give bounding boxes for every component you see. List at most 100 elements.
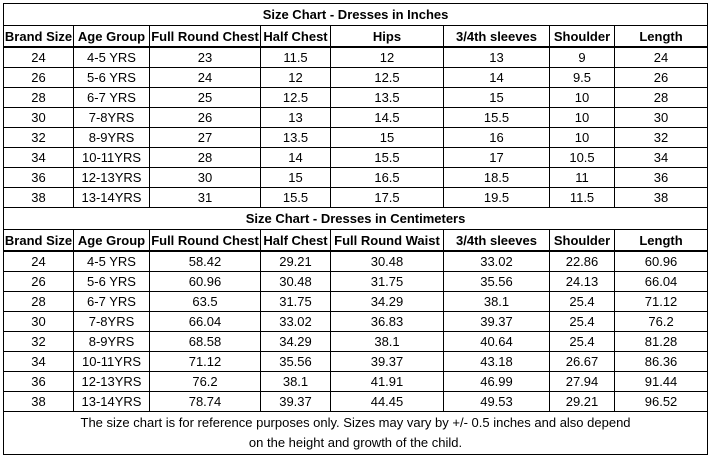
cell: 49.53 bbox=[443, 391, 550, 412]
cell: 28 bbox=[3, 87, 74, 108]
data-row: 34 10-11YRS 28 14 15.5 17 10.5 34 bbox=[3, 147, 709, 168]
cell: 34 bbox=[3, 351, 74, 372]
cell: 35.56 bbox=[443, 271, 550, 292]
cell: 24.13 bbox=[549, 271, 615, 292]
column-header: Full Round Chest bbox=[149, 229, 261, 252]
cell: 13-14YRS bbox=[73, 187, 150, 208]
data-row: 26 5-6 YRS 60.96 30.48 31.75 35.56 24.13 66.04 bbox=[3, 271, 709, 292]
cell: 40.64 bbox=[443, 331, 550, 352]
cell: 14 bbox=[443, 67, 550, 88]
column-header: 3/4th sleeves bbox=[443, 25, 550, 48]
data-row: 36 12-13YRS 76.2 38.1 41.91 46.99 27.94 91.44 bbox=[3, 371, 709, 392]
cell: 15 bbox=[330, 127, 444, 148]
cell: 11.5 bbox=[549, 187, 615, 208]
cell: 26 bbox=[3, 271, 74, 292]
cell: 27 bbox=[149, 127, 261, 148]
cell: 17.5 bbox=[330, 187, 444, 208]
cell: 76.2 bbox=[149, 371, 261, 392]
cell: 28 bbox=[613, 87, 709, 108]
cell: 4-5 YRS bbox=[73, 46, 150, 68]
header-row: Brand Size Age Group Full Round Chest Half … bbox=[3, 25, 709, 48]
column-header: Brand Size bbox=[3, 25, 74, 48]
cell: 66.04 bbox=[613, 271, 709, 292]
cell: 23 bbox=[149, 46, 261, 68]
cell: 11 bbox=[549, 167, 615, 188]
cell: 15.5 bbox=[260, 187, 331, 208]
cell: 30 bbox=[3, 311, 74, 332]
cell: 11.5 bbox=[260, 46, 331, 68]
data-row: 32 8-9YRS 27 13.5 15 16 10 32 bbox=[3, 127, 709, 148]
cell: 14.5 bbox=[330, 107, 444, 128]
table-body: Size Chart - Dresses in Inches Brand Size… bbox=[2, 3, 709, 455]
cell: 34 bbox=[3, 147, 74, 168]
title-row: Size Chart - Dresses in Centimeters bbox=[2, 207, 709, 230]
cell: 35.56 bbox=[260, 351, 331, 372]
cell: 32 bbox=[613, 127, 709, 148]
cell: 24 bbox=[3, 250, 74, 272]
cell: 31.75 bbox=[260, 291, 331, 312]
cell: 38.1 bbox=[443, 291, 550, 312]
cell: 38.1 bbox=[330, 331, 444, 352]
cell: 30 bbox=[613, 107, 709, 128]
cell: 13.5 bbox=[330, 87, 444, 108]
cell: 25.4 bbox=[549, 331, 615, 352]
cell: 26.67 bbox=[549, 351, 615, 372]
cell: 6-7 YRS bbox=[73, 87, 150, 108]
cell: 16.5 bbox=[330, 167, 444, 188]
cell: 13-14YRS bbox=[73, 391, 150, 412]
cell: 71.12 bbox=[149, 351, 261, 372]
cell: 34 bbox=[613, 147, 709, 168]
table-title: Size Chart - Dresses in Centimeters bbox=[2, 207, 709, 230]
cell: 10 bbox=[549, 107, 615, 128]
cell: 30 bbox=[149, 167, 261, 188]
cell: 15.5 bbox=[330, 147, 444, 168]
table-title: Size Chart - Dresses in Inches bbox=[2, 3, 709, 26]
cell: 28 bbox=[149, 147, 261, 168]
cell: 12 bbox=[260, 67, 331, 88]
cell: 38.1 bbox=[260, 371, 331, 392]
cell: 10-11YRS bbox=[73, 147, 150, 168]
cell: 13 bbox=[260, 107, 331, 128]
cell: 43.18 bbox=[443, 351, 550, 372]
data-row: 30 7-8YRS 66.04 33.02 36.83 39.37 25.4 76.2 bbox=[3, 311, 709, 332]
cell: 24 bbox=[149, 67, 261, 88]
data-row: 32 8-9YRS 68.58 34.29 38.1 40.64 25.4 81.28 bbox=[3, 331, 709, 352]
cell: 46.99 bbox=[443, 371, 550, 392]
cell: 38 bbox=[3, 391, 74, 412]
column-header: Shoulder bbox=[549, 25, 615, 48]
cell: 12.5 bbox=[330, 67, 444, 88]
cell: 68.58 bbox=[149, 331, 261, 352]
cell: 19.5 bbox=[443, 187, 550, 208]
cell: 96.52 bbox=[613, 391, 709, 412]
cell: 16 bbox=[443, 127, 550, 148]
cell: 18.5 bbox=[443, 167, 550, 188]
cell: 30.48 bbox=[260, 271, 331, 292]
column-header: Full Round Chest bbox=[149, 25, 261, 48]
data-row: 28 6-7 YRS 63.5 31.75 34.29 38.1 25.4 71.12 bbox=[3, 291, 709, 312]
cell: 33.02 bbox=[443, 250, 550, 272]
data-row: 34 10-11YRS 71.12 35.56 39.37 43.18 26.67 86.36 bbox=[3, 351, 709, 372]
cell: 34.29 bbox=[260, 331, 331, 352]
title-row: Size Chart - Dresses in Inches bbox=[2, 3, 709, 26]
column-header: Age Group bbox=[73, 25, 150, 48]
column-header: Half Chest bbox=[260, 229, 331, 252]
column-header: Brand Size bbox=[3, 229, 74, 252]
cell: 86.36 bbox=[613, 351, 709, 372]
cell: 12.5 bbox=[260, 87, 331, 108]
data-row: 38 13-14YRS 31 15.5 17.5 19.5 11.5 38 bbox=[3, 187, 709, 208]
cell: 36 bbox=[3, 371, 74, 392]
cell: 27.94 bbox=[549, 371, 615, 392]
cell: 12-13YRS bbox=[73, 371, 150, 392]
column-header: Length bbox=[613, 25, 709, 48]
cell: 13.5 bbox=[260, 127, 331, 148]
data-row: 26 5-6 YRS 24 12 12.5 14 9.5 26 bbox=[3, 67, 709, 88]
cell: 41.91 bbox=[330, 371, 444, 392]
cell: 29.21 bbox=[549, 391, 615, 412]
cell: 15 bbox=[443, 87, 550, 108]
cell: 26 bbox=[3, 67, 74, 88]
cell: 6-7 YRS bbox=[73, 291, 150, 312]
cell: 26 bbox=[149, 107, 261, 128]
cell: 14 bbox=[260, 147, 331, 168]
cell: 25.4 bbox=[549, 311, 615, 332]
cell: 31 bbox=[149, 187, 261, 208]
